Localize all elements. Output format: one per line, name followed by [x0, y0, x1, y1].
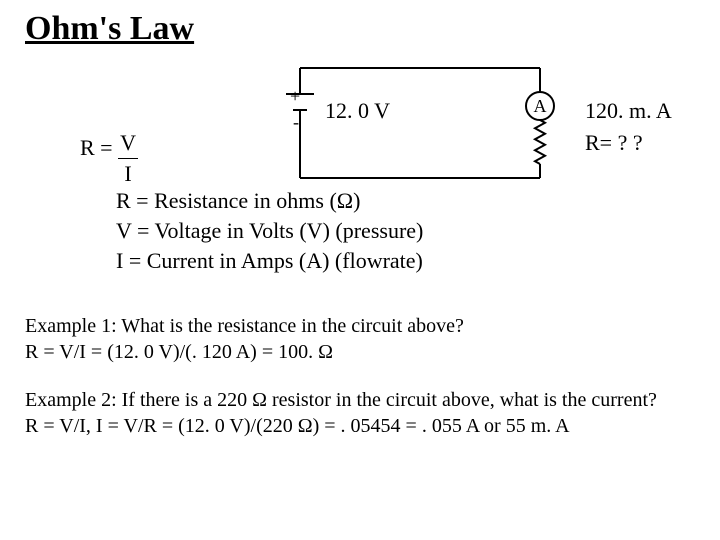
- formula-denominator: I: [124, 161, 131, 186]
- battery-plus: +: [290, 86, 300, 107]
- definition-i: I = Current in Amps (A) (flowrate): [116, 246, 423, 276]
- svg-text:A: A: [534, 96, 547, 116]
- top-section: A + - 12. 0 V 120. m. A R= ? ? R = V I R…: [25, 58, 695, 303]
- formula-main: R = V I: [80, 120, 423, 180]
- example-2: Example 2: If there is a 220 Ω resistor …: [25, 387, 695, 439]
- example-1-question: Example 1: What is the resistance in the…: [25, 313, 695, 339]
- example-1-answer: R = V/I = (12. 0 V)/(. 120 A) = 100. Ω: [25, 339, 695, 365]
- example-1: Example 1: What is the resistance in the…: [25, 313, 695, 365]
- page-title: Ohm's Law: [25, 10, 695, 48]
- formula-numerator: V: [118, 128, 138, 159]
- ammeter-reading: 120. m. A: [585, 98, 672, 124]
- definition-v: V = Voltage in Volts (V) (pressure): [116, 216, 423, 246]
- definition-r: R = Resistance in ohms (Ω): [116, 186, 423, 216]
- formula-lhs: R =: [80, 135, 113, 160]
- example-2-answer: R = V/I, I = V/R = (12. 0 V)/(220 Ω) = .…: [25, 413, 695, 439]
- example-2-question: Example 2: If there is a 220 Ω resistor …: [25, 387, 695, 413]
- formula-block: R = V I R = Resistance in ohms (Ω) V = V…: [80, 120, 423, 275]
- resistor-label: R= ? ?: [585, 130, 643, 156]
